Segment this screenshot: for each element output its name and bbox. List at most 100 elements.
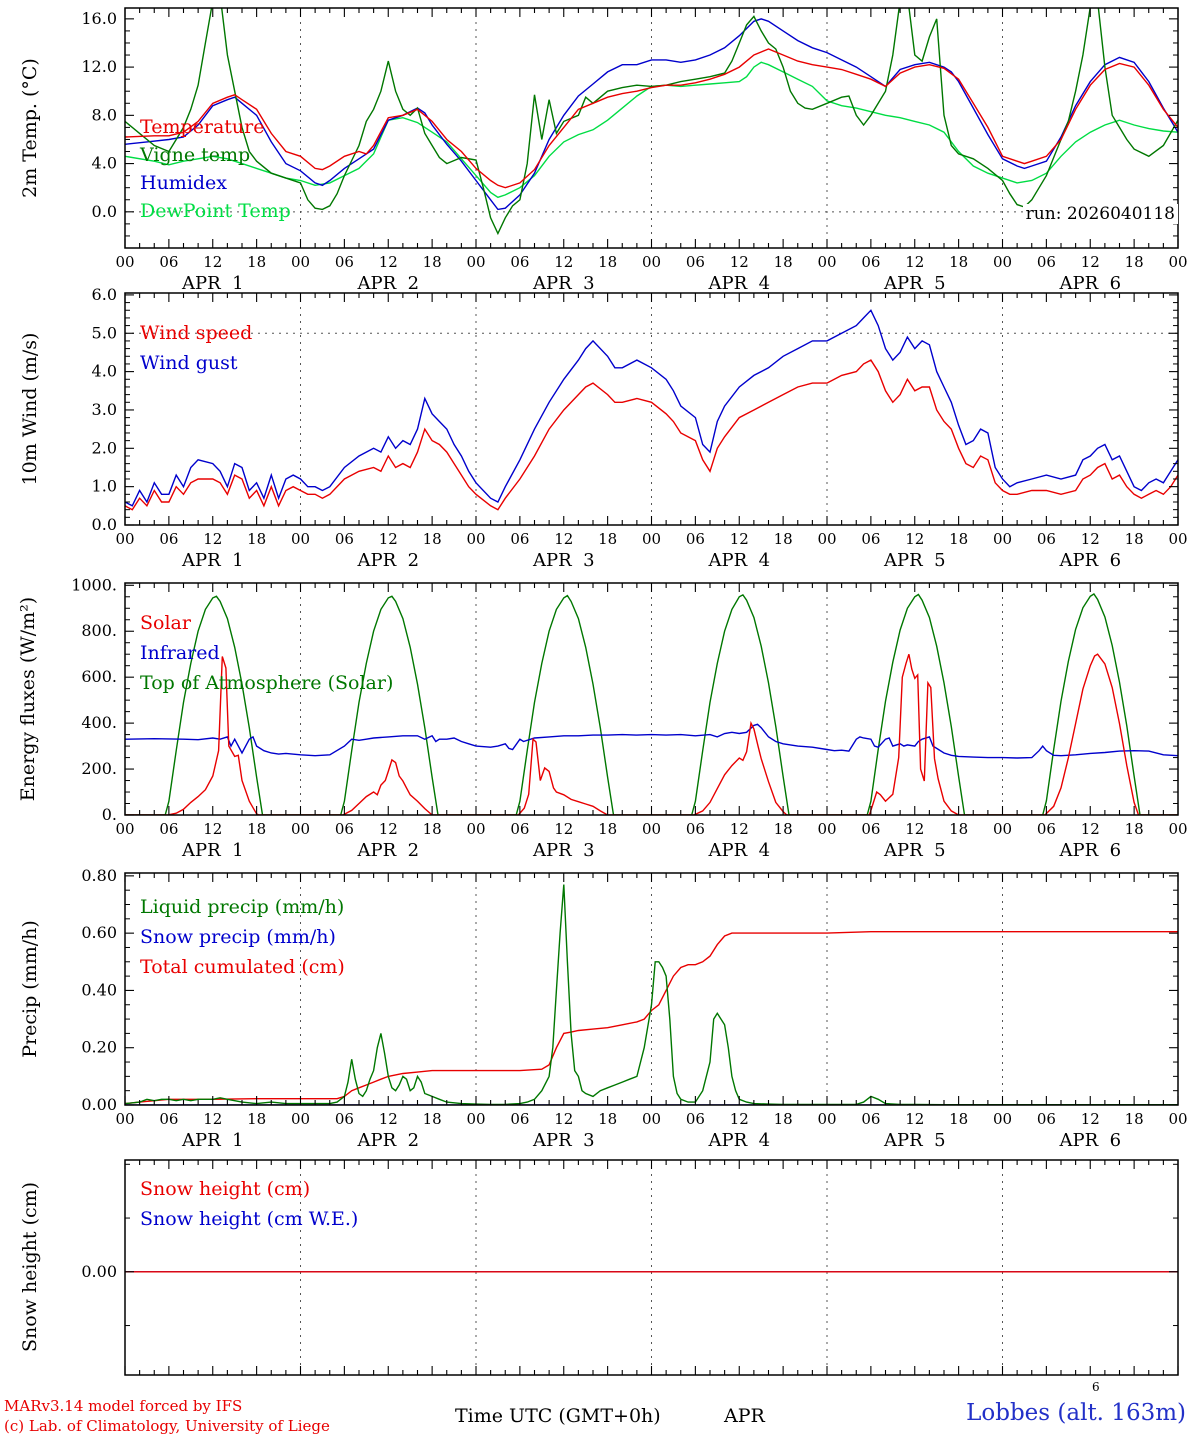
- svg-text:12: 12: [379, 530, 398, 548]
- svg-text:12: 12: [730, 1110, 749, 1128]
- svg-text:APR 4: APR 4: [707, 840, 770, 861]
- time-axis-caption: Time UTC (GMT+0h): [455, 1405, 661, 1427]
- svg-text:APR 2: APR 2: [356, 550, 419, 571]
- svg-text:0.60: 0.60: [81, 923, 117, 942]
- svg-text:APR 5: APR 5: [883, 1130, 946, 1151]
- legend-wind-gust: Wind gust: [140, 352, 238, 374]
- svg-text:06: 06: [686, 820, 705, 838]
- svg-text:00: 00: [466, 530, 485, 548]
- legend-snow-precip: Snow precip (mm/h): [140, 926, 336, 948]
- svg-text:12: 12: [203, 1110, 222, 1128]
- legend-humidex: Humidex: [140, 172, 228, 194]
- series-lines: [125, 593, 1178, 815]
- axis-tick-labels: 0.00: [81, 1262, 117, 1281]
- svg-text:200.: 200.: [81, 759, 117, 778]
- station-superscript: 6: [1092, 1380, 1100, 1394]
- svg-text:00: 00: [291, 530, 310, 548]
- svg-text:12: 12: [379, 253, 398, 271]
- svg-text:00: 00: [1168, 530, 1187, 548]
- axis-tick-labels: 00 06 12 18 00 06 12 18 00 06 12 18 00 06 12 18 00 06 12 18…: [81, 866, 1187, 1151]
- svg-text:APR 3: APR 3: [532, 840, 595, 861]
- axes-ticks: [124, 1159, 1179, 1376]
- svg-text:00: 00: [817, 530, 836, 548]
- legend-temperature: Temperature: [140, 116, 265, 138]
- svg-text:00: 00: [466, 1110, 485, 1128]
- svg-text:18: 18: [949, 253, 968, 271]
- series-lines: [125, 884, 1178, 1105]
- svg-text:00: 00: [642, 1110, 661, 1128]
- svg-text:18: 18: [1125, 1110, 1144, 1128]
- gridlines: [125, 293, 1178, 525]
- svg-text:06: 06: [861, 530, 880, 548]
- plot-canvas: 00 06 12 18 00 06 12 18 00 06 12 18 00 06 12 18 00 06 12 18…: [71, 7, 1188, 1376]
- y-axis-label-temp: 2m Temp. (°C): [19, 58, 41, 198]
- svg-text:1.0: 1.0: [92, 477, 117, 496]
- svg-text:0.: 0.: [102, 805, 117, 824]
- panel-1: 00 06 12 18 00 06 12 18 00 06 12 18 00 06 12 18 00 06 12 18…: [92, 285, 1188, 571]
- legend-snow-height-we: Snow height (cm W.E.): [140, 1208, 359, 1230]
- svg-text:18: 18: [598, 820, 617, 838]
- svg-text:12: 12: [554, 820, 573, 838]
- series-lines: [125, 8, 1178, 236]
- series-humidex-line: [125, 18, 1178, 211]
- axes-ticks: [124, 292, 1179, 526]
- svg-text:06: 06: [159, 1110, 178, 1128]
- series-wind-gust-line: [125, 309, 1178, 507]
- svg-text:APR 6: APR 6: [1058, 840, 1121, 861]
- svg-text:18: 18: [1125, 253, 1144, 271]
- station-title: Lobbes (alt. 163m): [966, 1400, 1186, 1426]
- svg-text:06: 06: [510, 530, 529, 548]
- svg-text:3.0: 3.0: [92, 400, 117, 419]
- svg-text:12.0: 12.0: [81, 57, 117, 76]
- svg-text:12: 12: [203, 530, 222, 548]
- svg-text:00: 00: [817, 253, 836, 271]
- svg-text:06: 06: [335, 530, 354, 548]
- legend-wind-speed: Wind speed: [140, 322, 253, 344]
- svg-text:18: 18: [949, 1110, 968, 1128]
- panel-4: 0.00: [81, 1159, 1179, 1376]
- series-liquid-precip-line: [125, 884, 1178, 1105]
- svg-text:APR 5: APR 5: [883, 273, 946, 294]
- gridlines: [300, 1160, 1003, 1375]
- legend-solar: Solar: [140, 612, 191, 634]
- svg-text:600.: 600.: [81, 667, 117, 686]
- svg-text:18: 18: [1125, 820, 1144, 838]
- svg-text:APR 4: APR 4: [707, 550, 770, 571]
- svg-text:APR 1: APR 1: [181, 1130, 244, 1151]
- series-infrared-line: [125, 723, 1178, 759]
- svg-text:APR 5: APR 5: [883, 840, 946, 861]
- svg-text:12: 12: [554, 530, 573, 548]
- svg-text:8.0: 8.0: [92, 105, 117, 124]
- svg-text:16.0: 16.0: [81, 9, 117, 28]
- legend-dewpoint-temp: DewPoint Temp: [140, 200, 291, 222]
- svg-text:APR 1: APR 1: [181, 550, 244, 571]
- svg-text:00: 00: [817, 1110, 836, 1128]
- svg-text:18: 18: [247, 253, 266, 271]
- svg-text:00: 00: [1168, 253, 1187, 271]
- svg-text:12: 12: [905, 530, 924, 548]
- axes-ticks: [124, 582, 1179, 816]
- svg-text:00: 00: [1168, 820, 1187, 838]
- svg-text:00: 00: [115, 1110, 134, 1128]
- svg-text:00: 00: [817, 820, 836, 838]
- svg-text:12: 12: [1081, 1110, 1100, 1128]
- svg-text:APR 5: APR 5: [883, 550, 946, 571]
- svg-text:6.0: 6.0: [92, 285, 117, 304]
- svg-text:06: 06: [510, 253, 529, 271]
- svg-text:00: 00: [291, 1110, 310, 1128]
- svg-text:0.20: 0.20: [81, 1038, 117, 1057]
- svg-text:18: 18: [774, 530, 793, 548]
- svg-text:00: 00: [642, 530, 661, 548]
- svg-text:800.: 800.: [81, 621, 117, 640]
- gridlines: [300, 873, 1003, 1105]
- axes-ticks: [124, 872, 1179, 1106]
- svg-text:APR 6: APR 6: [1058, 273, 1121, 294]
- svg-text:12: 12: [379, 820, 398, 838]
- svg-text:0.0: 0.0: [92, 515, 117, 534]
- svg-text:12: 12: [203, 820, 222, 838]
- svg-text:12: 12: [554, 253, 573, 271]
- svg-text:12: 12: [1081, 820, 1100, 838]
- svg-text:18: 18: [423, 1110, 442, 1128]
- panel-2: 00 06 12 18 00 06 12 18 00 06 12 18 00 06 12 18 00 06 12 18…: [71, 575, 1187, 861]
